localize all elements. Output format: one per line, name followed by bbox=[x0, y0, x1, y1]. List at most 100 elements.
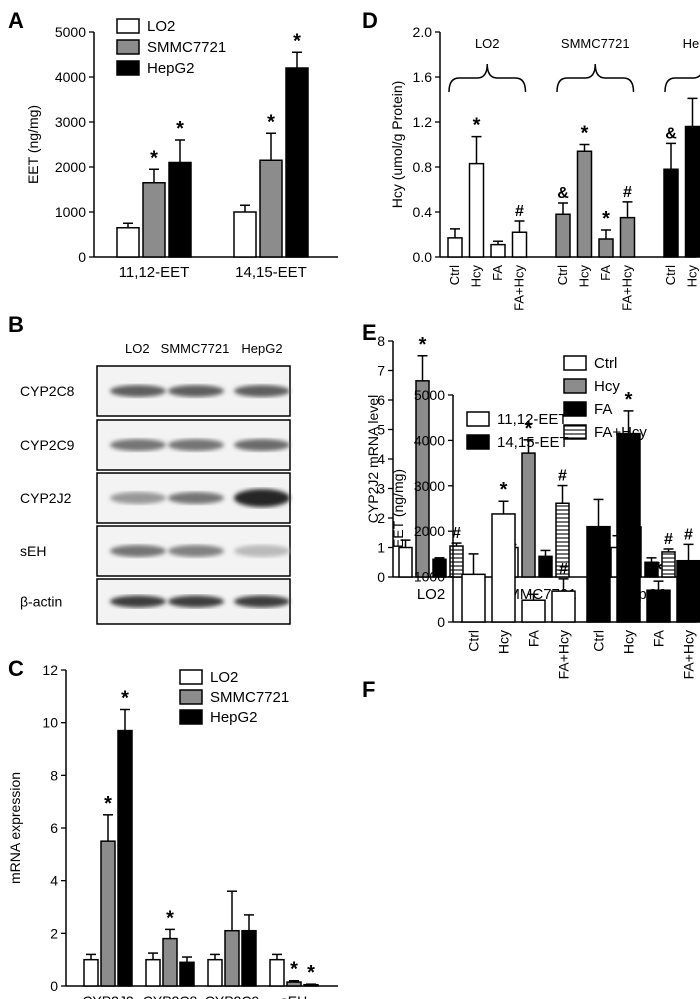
chart-F: 0 1000 2000 3000 4000 5000 EET (ng/mg) Ctrl * Hcy… bbox=[390, 387, 700, 679]
blot-row-label: CYP2C9 bbox=[20, 437, 75, 453]
bar bbox=[511, 231, 528, 258]
y-tick-label: 1.6 bbox=[413, 69, 433, 85]
legend-swatch bbox=[116, 18, 140, 34]
y-tick-label: 1 bbox=[377, 540, 385, 556]
x-category-label: FA+Hcy bbox=[681, 630, 697, 679]
chart-A: 0 1000 2000 3000 4000 5000 EET (ng/mg) * * 11,12-… bbox=[25, 18, 338, 281]
x-category-label: LO2 bbox=[417, 586, 445, 603]
bar bbox=[576, 150, 593, 258]
y-tick-label: 2000 bbox=[414, 523, 445, 539]
x-category-label: 11,12-EET bbox=[119, 264, 190, 281]
blot-row-label: β-actin bbox=[20, 594, 62, 610]
legend-swatch bbox=[563, 378, 587, 394]
legend-label: SMMC7721 bbox=[147, 39, 226, 56]
significance-label: # bbox=[623, 184, 632, 201]
x-category-label: FA+Hcy bbox=[556, 630, 572, 679]
y-tick-label: 4 bbox=[50, 873, 58, 889]
significance-label: * bbox=[307, 962, 315, 984]
bar bbox=[398, 546, 413, 578]
y-tick-label: 0 bbox=[78, 249, 86, 265]
bar bbox=[661, 551, 676, 578]
x-category-label: Ctrl bbox=[466, 630, 482, 652]
x-category-label: Hcy bbox=[469, 265, 484, 288]
panel-letter-D: D bbox=[362, 8, 378, 33]
y-tick-label: 8 bbox=[50, 767, 58, 783]
x-category-label: Hcy bbox=[496, 630, 512, 654]
blot-band bbox=[110, 492, 166, 504]
significance-label: * bbox=[293, 30, 301, 52]
bar bbox=[286, 981, 302, 987]
bar bbox=[142, 182, 166, 258]
group-brace bbox=[448, 63, 527, 93]
x-category-label: FA+Hcy bbox=[512, 265, 527, 311]
significance-label: * bbox=[104, 793, 112, 815]
y-tick-label: 5000 bbox=[414, 387, 445, 403]
x-category-label: Ctrl bbox=[591, 630, 607, 652]
bar bbox=[233, 211, 257, 258]
y-tick-label: 2 bbox=[377, 510, 385, 526]
bar bbox=[447, 237, 463, 258]
bar bbox=[616, 432, 641, 623]
y-axis-label: mRNA expression bbox=[7, 772, 23, 884]
y-tick-label: 5000 bbox=[55, 24, 86, 40]
y-tick-label: 12 bbox=[42, 662, 58, 678]
bar bbox=[646, 589, 671, 623]
panel-letter-B: B bbox=[8, 312, 24, 337]
bar bbox=[663, 168, 679, 258]
y-tick-label: 1.2 bbox=[413, 114, 433, 130]
y-tick-label: 0.4 bbox=[413, 204, 433, 220]
blot-band bbox=[110, 385, 166, 397]
blot-band bbox=[168, 385, 224, 397]
bar bbox=[162, 937, 178, 987]
group-brace bbox=[664, 74, 700, 93]
significance-label: * bbox=[525, 418, 533, 440]
bar bbox=[83, 958, 99, 987]
group-label: LO2 bbox=[475, 36, 500, 51]
panel-letter-A: A bbox=[8, 8, 24, 33]
significance-label: * bbox=[625, 389, 633, 411]
significance-label: # bbox=[452, 525, 461, 542]
x-category-label: FA bbox=[490, 265, 505, 281]
significance-label: # bbox=[559, 561, 568, 578]
blot-column-label: SMMC7721 bbox=[161, 341, 230, 356]
legend-swatch bbox=[179, 669, 203, 685]
legend-label: LO2 bbox=[147, 18, 175, 35]
legend-swatch bbox=[466, 434, 490, 450]
x-category-label: Ctrl bbox=[447, 265, 462, 285]
legend-label: HepG2 bbox=[210, 709, 258, 726]
blot-band bbox=[110, 439, 166, 451]
y-tick-label: 0 bbox=[437, 614, 445, 630]
significance-label: * bbox=[121, 688, 129, 710]
x-category-label: 14,15-EET bbox=[235, 264, 307, 281]
y-tick-label: 4000 bbox=[414, 432, 445, 448]
legend-label: SMMC7721 bbox=[210, 689, 289, 706]
bar bbox=[619, 216, 636, 258]
bar bbox=[207, 958, 223, 987]
y-tick-label: 0.8 bbox=[413, 159, 433, 175]
bar bbox=[285, 67, 309, 258]
legend-swatch bbox=[563, 355, 587, 371]
bar bbox=[100, 840, 116, 987]
significance-label: # bbox=[684, 526, 693, 543]
y-axis-label: EET (ng/mg) bbox=[25, 105, 41, 184]
legend-swatch bbox=[466, 411, 490, 427]
bar bbox=[259, 159, 283, 258]
western-blot: LO2 SMMC7721 HepG2 CYP2C8 CYP2C9 CYP2J2 sEH β-a… bbox=[20, 341, 291, 625]
x-category-label: Hcy bbox=[577, 265, 592, 288]
chart-C: 0 2 4 6 8 10 12 mRNA expression * * CYP2J2 * CYP2C8 C… bbox=[7, 662, 338, 999]
legend-swatch bbox=[116, 60, 140, 76]
bar bbox=[490, 243, 506, 258]
x-category-label: CYP2J2 bbox=[82, 993, 134, 999]
legend-label: LO2 bbox=[210, 669, 238, 686]
y-tick-label: 1000 bbox=[55, 204, 86, 220]
bar bbox=[551, 590, 576, 623]
y-tick-label: 2000 bbox=[55, 159, 86, 175]
legend-label: FA bbox=[594, 401, 612, 418]
x-category-label: Hcy bbox=[621, 630, 637, 654]
blot-band bbox=[234, 545, 290, 557]
blot-band bbox=[168, 545, 224, 557]
significance-label: * bbox=[267, 111, 275, 133]
x-category-label: sEH bbox=[281, 993, 307, 999]
